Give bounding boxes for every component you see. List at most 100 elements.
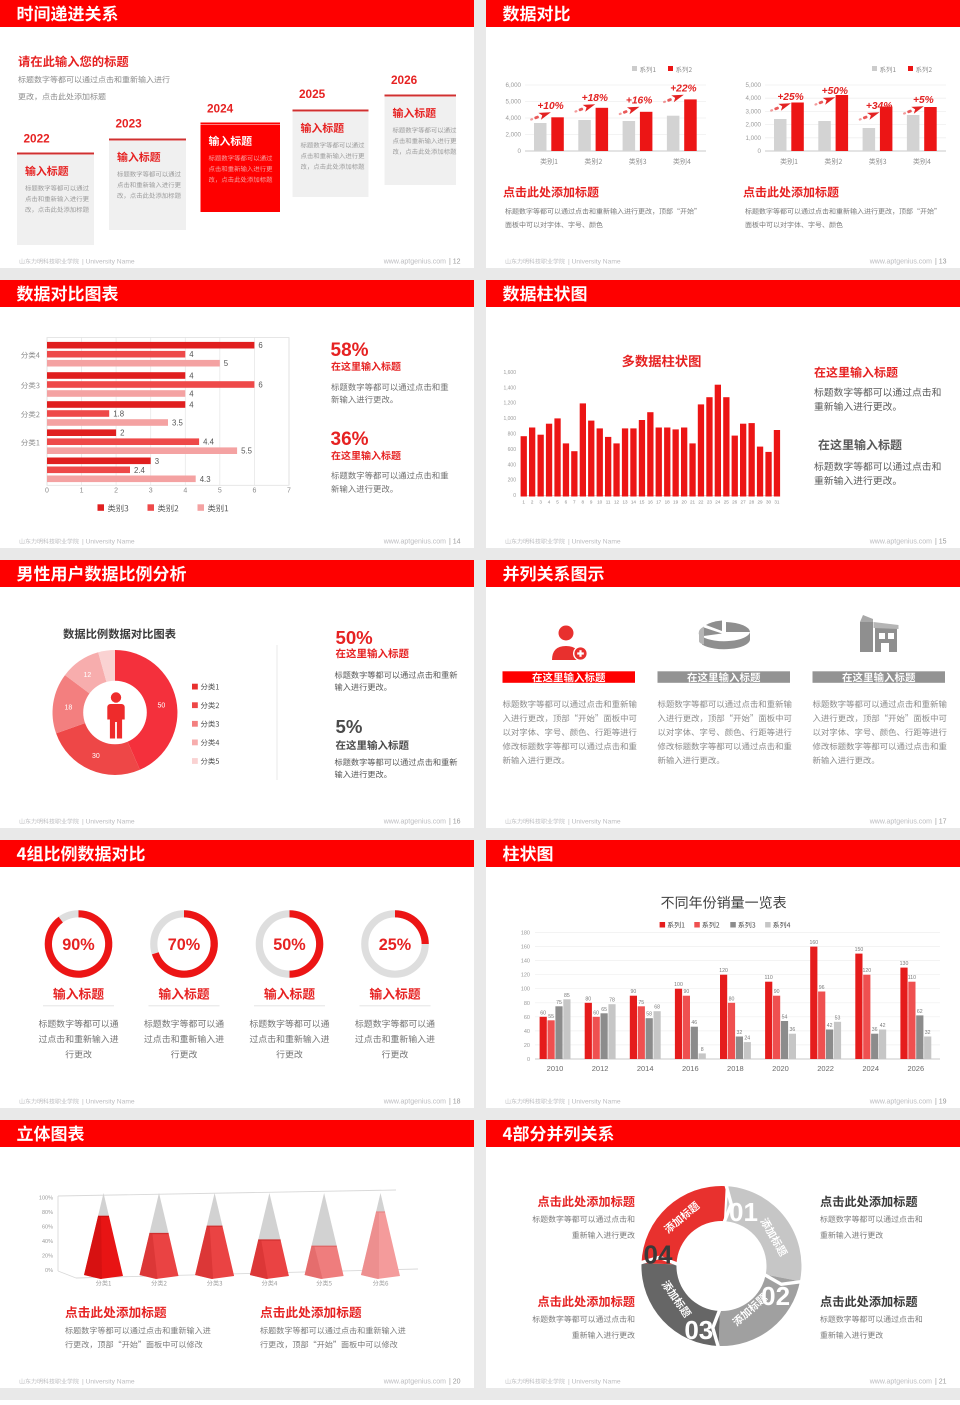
- svg-text:13: 13: [622, 500, 628, 505]
- svg-text:www.aptgenius.com: www.aptgenius.com: [383, 819, 446, 826]
- svg-text:2: 2: [120, 429, 124, 438]
- svg-text:28: 28: [749, 500, 755, 505]
- svg-text:65: 65: [601, 1007, 607, 1013]
- svg-text:62: 62: [917, 1009, 923, 1015]
- svg-text:160: 160: [809, 940, 818, 946]
- svg-text:| University Name: | University Name: [82, 259, 135, 266]
- svg-text:| University Name: | University Name: [568, 819, 621, 826]
- svg-text:27: 27: [741, 500, 747, 505]
- svg-text:60: 60: [524, 1015, 530, 1021]
- svg-text:36: 36: [790, 1027, 796, 1033]
- svg-text:www.aptgenius.com: www.aptgenius.com: [869, 539, 932, 546]
- svg-text:5,000: 5,000: [506, 99, 522, 106]
- svg-text:4: 4: [548, 500, 551, 505]
- svg-text:| 19: | 19: [935, 1099, 947, 1106]
- svg-text:+16%: +16%: [626, 96, 652, 107]
- svg-text:2: 2: [531, 500, 534, 505]
- svg-text:32: 32: [925, 1030, 931, 1036]
- svg-text:| University Name: | University Name: [568, 539, 621, 546]
- svg-text:| 14: | 14: [449, 539, 461, 546]
- svg-text:+50%: +50%: [822, 86, 848, 97]
- svg-text:3: 3: [539, 500, 542, 505]
- svg-text:4,000: 4,000: [746, 95, 762, 102]
- svg-text:22: 22: [698, 500, 704, 505]
- svg-text:4: 4: [189, 372, 194, 381]
- svg-text:www.aptgenius.com: www.aptgenius.com: [383, 539, 446, 546]
- svg-text:55: 55: [548, 1014, 554, 1020]
- svg-text:04: 04: [644, 1240, 673, 1270]
- svg-text:110: 110: [908, 975, 916, 981]
- svg-text:6: 6: [252, 488, 256, 495]
- svg-text:90%: 90%: [62, 936, 94, 954]
- svg-text:4: 4: [189, 390, 194, 399]
- svg-text:7: 7: [573, 500, 576, 505]
- svg-text:+5%: +5%: [913, 95, 934, 106]
- svg-text:60%: 60%: [42, 1225, 53, 1231]
- svg-text:140: 140: [521, 959, 530, 965]
- svg-text:20: 20: [524, 1043, 530, 1049]
- svg-text:90: 90: [631, 989, 637, 995]
- svg-text:40%: 40%: [42, 1239, 53, 1245]
- svg-text:+22%: +22%: [670, 84, 696, 95]
- svg-text:2016: 2016: [682, 1064, 699, 1073]
- svg-text:120: 120: [719, 968, 728, 974]
- svg-text:100: 100: [521, 987, 530, 993]
- svg-text:2010: 2010: [547, 1064, 564, 1073]
- svg-text:2.4: 2.4: [134, 466, 146, 475]
- svg-text:2026: 2026: [907, 1064, 924, 1073]
- svg-text:| 16: | 16: [449, 819, 461, 826]
- svg-text:6: 6: [565, 500, 568, 505]
- svg-text:| 12: | 12: [449, 259, 461, 266]
- svg-text:46: 46: [691, 1020, 697, 1026]
- svg-text:8: 8: [582, 500, 585, 505]
- svg-text:75: 75: [556, 1000, 562, 1006]
- svg-text:4,000: 4,000: [506, 115, 522, 122]
- svg-text:600: 600: [508, 447, 517, 453]
- svg-text:80: 80: [585, 996, 591, 1002]
- svg-text:1,000: 1,000: [746, 135, 762, 142]
- svg-text:4: 4: [183, 488, 187, 495]
- svg-text:58%: 58%: [331, 340, 369, 361]
- svg-text:1: 1: [80, 488, 84, 495]
- svg-text:24: 24: [744, 1036, 750, 1042]
- svg-text:21: 21: [690, 500, 696, 505]
- svg-text:40: 40: [524, 1029, 530, 1035]
- svg-text:60: 60: [540, 1010, 546, 1016]
- svg-text:7: 7: [287, 488, 291, 495]
- svg-text:29: 29: [757, 500, 763, 505]
- svg-text:| 17: | 17: [935, 819, 947, 826]
- svg-text:1,400: 1,400: [503, 385, 516, 391]
- svg-text:| 20: | 20: [449, 1379, 461, 1386]
- svg-text:| University Name: | University Name: [82, 539, 135, 546]
- svg-text:58: 58: [646, 1012, 652, 1018]
- svg-text:23: 23: [707, 500, 713, 505]
- svg-text:6: 6: [258, 341, 262, 350]
- svg-text:16: 16: [648, 500, 654, 505]
- svg-text:www.aptgenius.com: www.aptgenius.com: [869, 1099, 932, 1106]
- svg-text:2,000: 2,000: [506, 132, 522, 139]
- svg-text:75: 75: [638, 1000, 644, 1006]
- svg-text:12: 12: [614, 500, 620, 505]
- svg-text:17: 17: [656, 500, 662, 505]
- svg-text:+18%: +18%: [582, 93, 608, 104]
- svg-text:110: 110: [765, 975, 773, 981]
- svg-text:2024: 2024: [862, 1064, 879, 1073]
- svg-text:+25%: +25%: [777, 92, 803, 103]
- svg-text:4: 4: [189, 350, 194, 359]
- svg-text:2012: 2012: [592, 1064, 609, 1073]
- svg-text:180: 180: [521, 931, 530, 937]
- svg-text:20%: 20%: [42, 1254, 53, 1260]
- svg-text:30: 30: [92, 753, 100, 760]
- svg-text:6,000: 6,000: [506, 82, 522, 89]
- svg-text:0: 0: [513, 493, 516, 499]
- svg-text:30: 30: [766, 500, 772, 505]
- svg-text:| University Name: | University Name: [82, 819, 135, 826]
- svg-text:+10%: +10%: [537, 101, 563, 112]
- svg-text:42: 42: [880, 1023, 886, 1029]
- svg-text:53: 53: [835, 1015, 841, 1021]
- svg-text:| University Name: | University Name: [568, 259, 621, 266]
- svg-text:120: 120: [862, 968, 871, 974]
- svg-text:11: 11: [606, 500, 611, 505]
- svg-text:10: 10: [597, 500, 603, 505]
- svg-text:24: 24: [715, 500, 721, 505]
